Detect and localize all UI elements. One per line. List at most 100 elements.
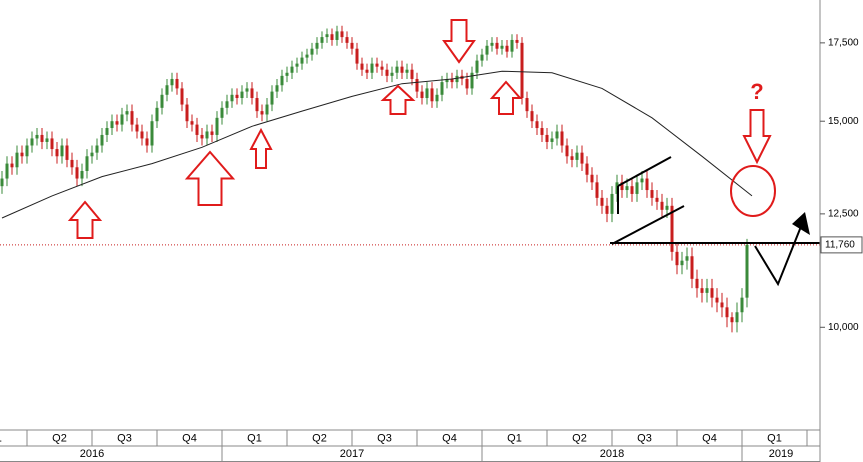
candle-body [715,297,719,303]
candle-body [105,128,109,135]
candle-body [530,111,534,122]
candle-body [335,31,339,40]
trend-line [617,156,672,187]
candle-body [55,149,59,157]
candle-body [285,72,289,76]
annotation-text: ? [750,79,763,104]
candle-body [165,85,169,95]
candle-body [415,78,419,92]
candle-body [410,69,414,79]
plot-area [0,25,820,333]
candle-body [85,156,89,172]
x-tick-label: Q1 [507,432,522,444]
candle-body [80,171,84,179]
candle-body [300,57,304,64]
candle-body [570,156,574,160]
year-label: 2017 [340,448,364,460]
candle-body [200,134,204,139]
candle-body [245,88,249,92]
candle-body [540,128,544,135]
candle-body [635,182,639,194]
candle-body [465,78,469,89]
candle-body [155,107,159,122]
up-arrow [67,200,103,239]
candle-body [240,91,244,99]
candle-body [140,131,144,139]
candle-body [440,82,444,95]
candle-body [25,145,29,157]
candle-body [660,201,664,210]
candle-body [525,98,529,112]
candle-body [665,205,669,210]
candle-body [425,88,429,99]
candle-body [365,69,369,73]
candle-body [315,42,319,49]
candle-body [695,278,699,289]
candle-body [700,288,704,293]
candle-body [470,72,474,89]
candle-body [230,94,234,102]
candle-body [565,145,569,157]
x-tick-label: Q4 [182,432,197,444]
candle-body [340,31,344,38]
candle-body [345,37,349,43]
trend-line [611,205,685,245]
candle-body [720,302,724,308]
candle-body [550,138,554,142]
candle-body [135,124,139,132]
candle-body [515,39,519,43]
candle-body [40,134,44,142]
candle-body [5,163,9,179]
x-tick-label: Q1 [247,432,262,444]
candle-body [535,121,539,129]
y-tick-label: 10,000 [828,322,859,333]
candle-body [355,48,359,64]
arrow-head [792,212,810,235]
x-tick-label: Q3 [117,432,132,444]
candle-body [590,174,594,183]
candle-body [100,134,104,146]
candle-body [630,186,634,194]
candle-body [115,121,119,125]
candle-body [655,197,659,202]
candle-body [605,205,609,214]
candle-body [270,91,274,105]
candle-body [485,45,489,55]
candle-body [255,98,259,112]
candle-body [420,91,424,99]
candle-body [290,66,294,73]
x-tick-label: Q3 [637,432,652,444]
candle-body [20,152,24,157]
x-tick-label: Q4 [702,432,717,444]
candle-body [50,138,54,150]
candle-body [670,205,674,252]
candle-body [190,121,194,125]
x-tick-label: Q2 [52,432,67,444]
candle-body [75,167,79,179]
candle-body [370,63,374,73]
candle-body [745,244,749,298]
x-tick-label: Q3 [377,432,392,444]
candle-body [125,111,129,115]
up-arrow [380,84,416,115]
candle-body [35,134,39,139]
candle-body [620,182,624,191]
candle-body [0,178,4,187]
projection-line [754,218,805,287]
candle-body [295,63,299,67]
candle-body [185,104,189,122]
candle-body [225,101,229,108]
y-tick-label: 12,500 [828,209,859,220]
candle-body [490,42,494,46]
candle-body [10,163,14,168]
candle-body [730,317,734,323]
candle-body [195,124,199,135]
candle-body [375,63,379,67]
candle-body [350,42,354,49]
candle-body [450,78,454,83]
candle-body [175,78,179,89]
candle-body [685,256,689,261]
candle-body [545,134,549,142]
candle-body [510,39,514,52]
